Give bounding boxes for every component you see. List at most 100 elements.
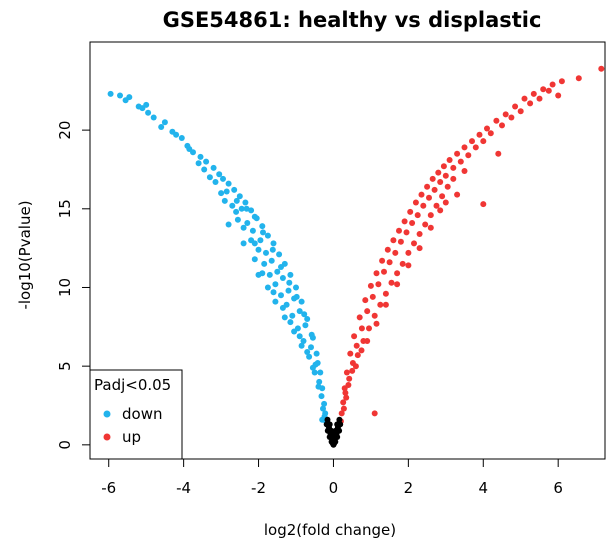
point-down-17 — [220, 175, 226, 182]
point-up-51 — [405, 249, 412, 256]
point-down-110 — [264, 284, 271, 291]
point-down-114 — [298, 342, 305, 349]
point-down-46 — [266, 271, 273, 278]
point-up-40 — [345, 382, 352, 388]
point-down-57 — [218, 190, 225, 197]
point-up-57 — [439, 193, 446, 200]
point-down-94 — [314, 360, 321, 366]
x-tick-label-0: -6 — [101, 479, 116, 497]
point-down-66 — [263, 249, 269, 256]
point-up-15 — [401, 218, 408, 225]
point-up-42 — [354, 352, 361, 359]
point-up-97 — [382, 301, 389, 308]
point-down-86 — [251, 213, 258, 220]
point-down-56 — [206, 174, 213, 181]
point-up-26 — [469, 138, 475, 145]
point-down-1 — [117, 92, 123, 99]
point-down-78 — [320, 405, 326, 412]
point-up-84 — [480, 138, 487, 145]
point-up-66 — [369, 293, 376, 300]
point-up-68 — [381, 268, 387, 275]
point-up-44 — [366, 325, 372, 332]
point-up-91 — [545, 87, 552, 94]
point-down-9 — [173, 131, 180, 138]
point-ns-19 — [336, 416, 343, 423]
point-down-52 — [300, 338, 307, 344]
point-down-55 — [315, 383, 322, 390]
point-up-41 — [349, 367, 356, 374]
data-points — [107, 65, 605, 448]
point-down-105 — [186, 146, 193, 152]
point-up-2 — [340, 399, 347, 406]
point-down-112 — [281, 314, 288, 321]
point-down-48 — [278, 292, 284, 299]
point-ns-18 — [324, 416, 331, 423]
point-down-5 — [145, 109, 152, 116]
point-up-9 — [367, 282, 374, 289]
point-down-50 — [289, 312, 296, 319]
y-axis: 0 5 10 15 20 — [56, 121, 91, 450]
point-down-111 — [272, 298, 279, 305]
point-up-107 — [352, 363, 359, 370]
point-down-34 — [313, 350, 320, 357]
point-down-69 — [279, 275, 286, 281]
point-down-62 — [244, 220, 251, 226]
point-up-98 — [373, 320, 380, 327]
point-up-17 — [412, 199, 419, 206]
point-down-95 — [240, 240, 247, 247]
point-down-31 — [298, 298, 305, 305]
point-up-64 — [358, 325, 365, 332]
point-up-83 — [472, 144, 479, 151]
point-down-74 — [308, 344, 314, 351]
point-up-30 — [502, 111, 509, 118]
point-down-107 — [143, 101, 150, 108]
point-up-76 — [426, 194, 432, 201]
point-down-80 — [195, 160, 202, 167]
point-up-36 — [558, 78, 565, 85]
point-up-60 — [343, 394, 350, 401]
legend-label-down: down — [122, 405, 162, 423]
point-up-81 — [457, 158, 464, 165]
point-up-53 — [416, 231, 423, 237]
point-down-103 — [309, 364, 316, 371]
point-down-83 — [223, 188, 230, 195]
point-down-81 — [201, 166, 208, 173]
point-up-80 — [450, 164, 457, 171]
point-up-35 — [549, 81, 556, 88]
point-down-29 — [287, 271, 294, 278]
point-down-113 — [291, 328, 298, 335]
point-down-90 — [286, 279, 293, 286]
x-tick-label-4: 2 — [404, 479, 414, 497]
point-up-63 — [353, 342, 360, 349]
y-tick-label-0: 0 — [56, 440, 74, 450]
point-up-88 — [517, 108, 524, 115]
point-up-82 — [465, 152, 472, 159]
legend-marker-down — [103, 410, 111, 418]
point-down-72 — [296, 308, 303, 315]
x-tick-label-5: 4 — [478, 479, 488, 497]
point-up-55 — [427, 212, 434, 219]
point-down-58 — [221, 197, 228, 204]
y-axis-label: -log10(Pvalue) — [16, 200, 34, 309]
point-down-82 — [212, 179, 219, 185]
point-down-22 — [248, 207, 255, 214]
point-ns-22 — [332, 427, 339, 434]
x-tick-label-1: -4 — [176, 479, 191, 497]
point-up-79 — [442, 172, 449, 179]
point-down-101 — [296, 333, 303, 340]
point-up-86 — [499, 122, 505, 129]
point-down-77 — [318, 393, 325, 400]
point-down-32 — [304, 316, 311, 322]
y-tick-label-4: 20 — [56, 121, 74, 140]
point-ns-20 — [330, 432, 337, 439]
point-down-26 — [270, 240, 277, 247]
point-up-38 — [598, 65, 605, 72]
point-up-77 — [431, 186, 438, 193]
point-down-10 — [178, 135, 185, 141]
point-up-56 — [433, 202, 440, 209]
point-up-105 — [340, 405, 347, 412]
point-up-14 — [396, 227, 402, 234]
point-ns-21 — [328, 427, 335, 434]
point-down-102 — [304, 349, 311, 355]
point-down-98 — [270, 289, 277, 296]
